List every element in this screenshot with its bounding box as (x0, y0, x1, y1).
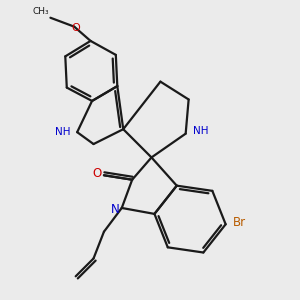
Text: CH₃: CH₃ (32, 7, 49, 16)
Text: NH: NH (193, 126, 208, 136)
Text: O: O (93, 167, 102, 180)
Text: NH: NH (55, 127, 70, 137)
Text: O: O (71, 23, 80, 33)
Text: N: N (111, 203, 120, 216)
Text: Br: Br (233, 216, 246, 229)
